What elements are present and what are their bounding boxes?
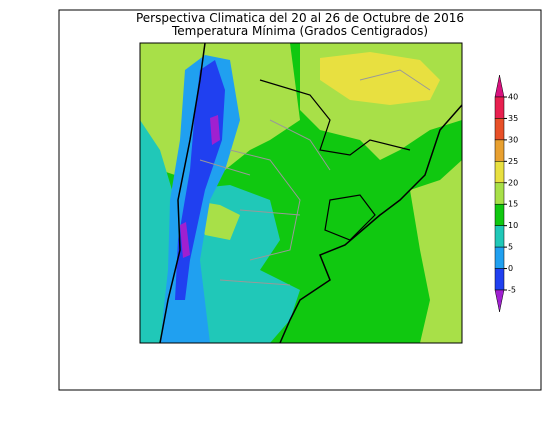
- colorbar-label: 0: [508, 264, 513, 273]
- zone-yellow: [320, 52, 440, 105]
- color-band: [494, 246, 505, 269]
- color-band: [494, 118, 505, 141]
- zone-purple: [180, 115, 220, 258]
- colorbar-label: 30: [508, 135, 518, 144]
- color-band: [494, 203, 505, 226]
- color-band: [494, 161, 505, 184]
- map: [139, 42, 463, 344]
- colorbar-label: 40: [508, 93, 518, 102]
- colorbar-label: -5: [508, 286, 516, 295]
- province-lines: [199, 69, 431, 286]
- colorbar-label: 35: [508, 114, 518, 123]
- colorbar-label: 10: [508, 221, 518, 230]
- colorbar-label: 15: [508, 200, 518, 209]
- subtitle: Temperatura Mínima (Grados Centigrados): [171, 24, 428, 38]
- colorbar-label: 20: [508, 178, 518, 187]
- color-band: [494, 268, 505, 291]
- border: [259, 79, 411, 241]
- zone-light-green: [410, 160, 462, 343]
- colorbar-label: 5: [508, 243, 513, 252]
- coastline: [159, 42, 206, 344]
- color-band: [494, 182, 505, 205]
- colorbar-end: [494, 289, 505, 313]
- coastline: [279, 104, 463, 344]
- colorbar-end: [494, 74, 505, 98]
- colorbar: 40 35 30 25 20 15 10 5 0 -5: [494, 74, 518, 313]
- color-band: [494, 139, 505, 162]
- color-band: [494, 96, 505, 119]
- title: Perspectiva Climatica del 20 al 26 de Oc…: [136, 11, 464, 25]
- map-frame: [139, 42, 463, 344]
- colorbar-label: 25: [508, 157, 518, 166]
- color-band: [494, 225, 505, 248]
